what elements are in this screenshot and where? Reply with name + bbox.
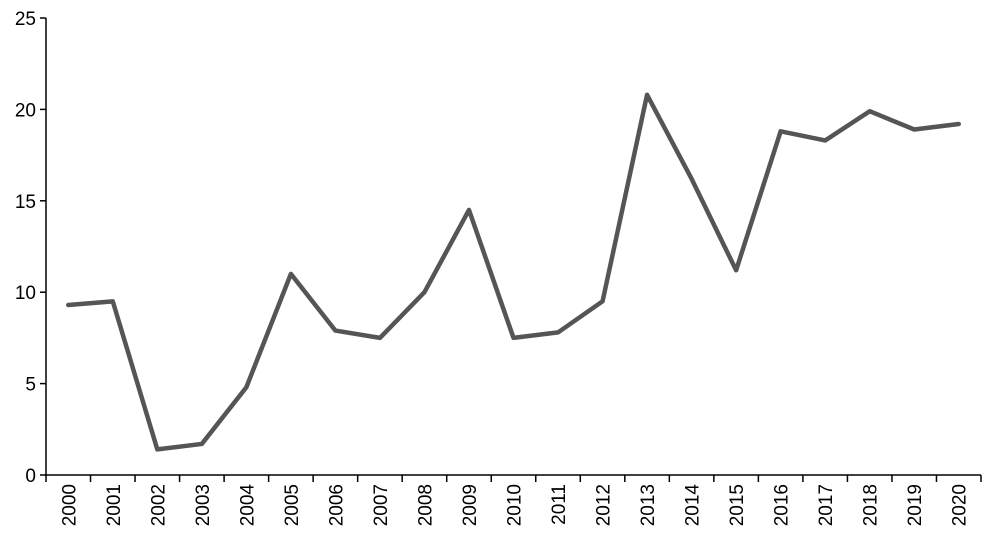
x-tick-label: 2014 — [683, 484, 704, 527]
y-tick-label: 5 — [25, 375, 36, 396]
x-tick-label: 2016 — [772, 484, 793, 526]
x-tick-label: 2008 — [415, 484, 436, 526]
x-tick-label: 2006 — [326, 484, 347, 526]
x-tick-label: 2003 — [193, 484, 214, 526]
x-tick-label: 2004 — [237, 484, 258, 527]
x-tick-label: 2012 — [594, 484, 615, 526]
x-tick-label: 2007 — [371, 484, 392, 526]
x-tick-label: 2011 — [549, 484, 570, 525]
x-tick-label: 2010 — [505, 484, 526, 526]
series-layer — [66, 92, 961, 452]
y-tick-label: 20 — [15, 100, 36, 121]
x-axis-ticks: 2000 2001 2002 2003 2004 2005 2006 2007 2008 2009… — [45, 475, 982, 527]
x-tick-label: 2013 — [638, 484, 659, 526]
x-tick-label: 2001 — [104, 484, 125, 526]
y-tick-label: 15 — [15, 192, 36, 213]
x-tick-label: 2019 — [905, 484, 926, 526]
x-tick-label: 2018 — [861, 484, 882, 526]
y-tick-label: 10 — [15, 283, 36, 304]
x-tick-label: 2005 — [282, 484, 303, 526]
x-tick-label: 2000 — [59, 484, 80, 526]
x-tick-label: 2020 — [950, 484, 971, 526]
y-axis-ticks: 0 5 10 15 20 25 — [15, 9, 46, 487]
x-tick-label: 2017 — [816, 484, 837, 526]
y-tick-label: 0 — [25, 466, 36, 487]
x-tick-label: 2015 — [727, 484, 748, 526]
series-line — [66, 92, 961, 452]
x-tick-label: 2009 — [460, 484, 481, 526]
x-tick-label: 2002 — [148, 484, 169, 526]
y-tick-label: 25 — [15, 9, 36, 30]
